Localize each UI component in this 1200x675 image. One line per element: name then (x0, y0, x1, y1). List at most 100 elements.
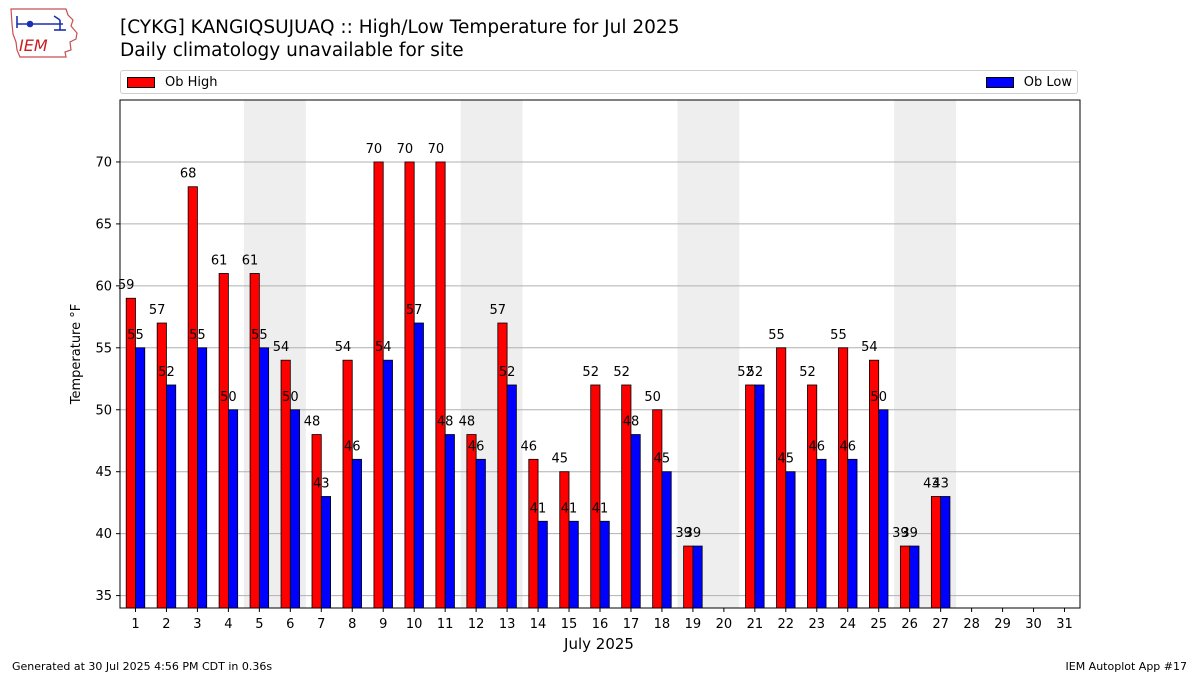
bar-label-low: 48 (623, 415, 640, 430)
x-tick-label: 22 (778, 617, 795, 632)
bar-high-day-3 (187, 186, 198, 609)
bar-label-high: 70 (397, 142, 414, 157)
chart-title: [CYKG] KANGIQSUJUAQ :: High/Low Temperat… (120, 17, 680, 38)
bar-label-low: 45 (654, 452, 671, 467)
bar-label-high: 39 (892, 526, 909, 541)
bar-label-low: 52 (499, 365, 516, 380)
bar-low-day-6 (289, 409, 301, 609)
bar-high-day-21 (745, 384, 756, 609)
x-tick-label: 23 (809, 617, 826, 632)
x-tick-label: 9 (379, 617, 387, 632)
bar-label-high: 54 (335, 340, 352, 355)
x-tick-label: 5 (255, 617, 263, 632)
bar-label-low: 43 (313, 476, 330, 491)
bar-low-day-15 (568, 520, 579, 609)
legend-swatch-ob-high (127, 77, 155, 88)
bar-low-day-22 (785, 471, 796, 609)
bar-low-day-27 (940, 496, 951, 609)
bar-low-day-1 (135, 347, 146, 609)
x-tick-label: 7 (317, 617, 325, 632)
bar-low-day-9 (382, 359, 393, 609)
x-tick-label: 8 (348, 617, 356, 632)
bar-high-day-1 (125, 297, 136, 609)
x-tick-label: 28 (963, 617, 980, 632)
bar-label-low: 41 (561, 501, 578, 516)
bar-label-high: 61 (242, 253, 259, 268)
bar-low-day-26 (909, 545, 920, 609)
bar-label-low: 55 (189, 328, 206, 343)
bar-label-low: 52 (158, 365, 175, 380)
bar-high-day-9 (373, 161, 384, 609)
x-tick-label: 12 (468, 617, 485, 632)
bar-low-day-5 (258, 347, 270, 609)
bar-high-day-12 (466, 434, 477, 609)
bar-low-day-14 (537, 520, 548, 609)
x-tick-label: 25 (870, 617, 887, 632)
bar-label-low: 50 (282, 390, 299, 405)
bar-label-low: 43 (932, 476, 949, 491)
x-tick-label: 1 (131, 617, 139, 632)
bar-label-high: 55 (768, 328, 785, 343)
bar-label-low: 50 (220, 390, 237, 405)
bar-label-high: 45 (551, 452, 568, 467)
bar-label-low: 39 (901, 526, 918, 541)
chart-legend: Ob High Ob Low (120, 70, 1078, 94)
logo-text: IEM (19, 36, 48, 55)
bar-high-day-19 (683, 545, 694, 609)
bar-low-day-21 (754, 384, 765, 609)
bar-low-day-16 (599, 520, 610, 609)
bar-low-day-18 (661, 471, 672, 609)
x-tick-label: 3 (193, 617, 201, 632)
bar-label-low: 54 (375, 340, 392, 355)
weekend-band-3 (677, 100, 740, 608)
bar-high-day-24 (838, 347, 849, 609)
bar-label-high: 52 (613, 365, 630, 380)
bar-label-low: 46 (344, 439, 361, 454)
bar-label-high: 48 (304, 415, 321, 430)
bar-label-high: 43 (923, 476, 940, 491)
bar-label-low: 55 (251, 328, 268, 343)
legend-item-ob-low: Ob Low (985, 75, 1072, 90)
bar-low-day-24 (847, 458, 858, 609)
x-tick-label: 31 (1056, 617, 1073, 632)
bar-label-low: 46 (468, 439, 485, 454)
bar-high-day-14 (528, 458, 539, 609)
bar-high-day-22 (776, 347, 787, 609)
y-tick-label: 35 (95, 589, 112, 604)
x-tick-label: 6 (286, 617, 294, 632)
bar-label-low: 46 (809, 439, 826, 454)
y-axis-label: Temperature °F (69, 304, 84, 405)
x-tick-label: 27 (932, 617, 949, 632)
bar-label-low: 39 (685, 526, 702, 541)
bar-label-low: 45 (778, 452, 795, 467)
bar-high-day-7 (311, 434, 322, 609)
x-tick-label: 15 (561, 617, 578, 632)
x-tick-label: 13 (499, 617, 516, 632)
y-tick-label: 60 (95, 279, 112, 294)
y-tick-label: 70 (95, 155, 112, 170)
bar-label-high: 55 (830, 328, 847, 343)
bar-low-day-23 (816, 458, 827, 609)
x-tick-label: 26 (901, 617, 918, 632)
bar-label-high: 57 (490, 303, 507, 318)
x-tick-label: 10 (406, 617, 423, 632)
bar-label-high: 39 (675, 526, 692, 541)
bar-label-low: 50 (870, 390, 887, 405)
bar-high-day-16 (590, 384, 601, 609)
bar-label-high: 59 (118, 278, 135, 293)
bar-label-high: 48 (459, 415, 476, 430)
legend-swatch-ob-low (985, 77, 1014, 88)
x-tick-label: 14 (530, 617, 547, 632)
bar-label-high: 54 (273, 340, 290, 355)
bar-low-day-4 (227, 409, 239, 609)
x-tick-label: 2 (162, 617, 170, 632)
bar-low-day-7 (320, 496, 331, 609)
bar-label-low: 46 (839, 439, 856, 454)
bar-label-low: 48 (437, 415, 454, 430)
x-tick-label: 11 (437, 617, 454, 632)
x-tick-label: 18 (654, 617, 671, 632)
legend-label-ob-high: Ob High (165, 75, 218, 90)
bar-label-low: 57 (406, 303, 423, 318)
